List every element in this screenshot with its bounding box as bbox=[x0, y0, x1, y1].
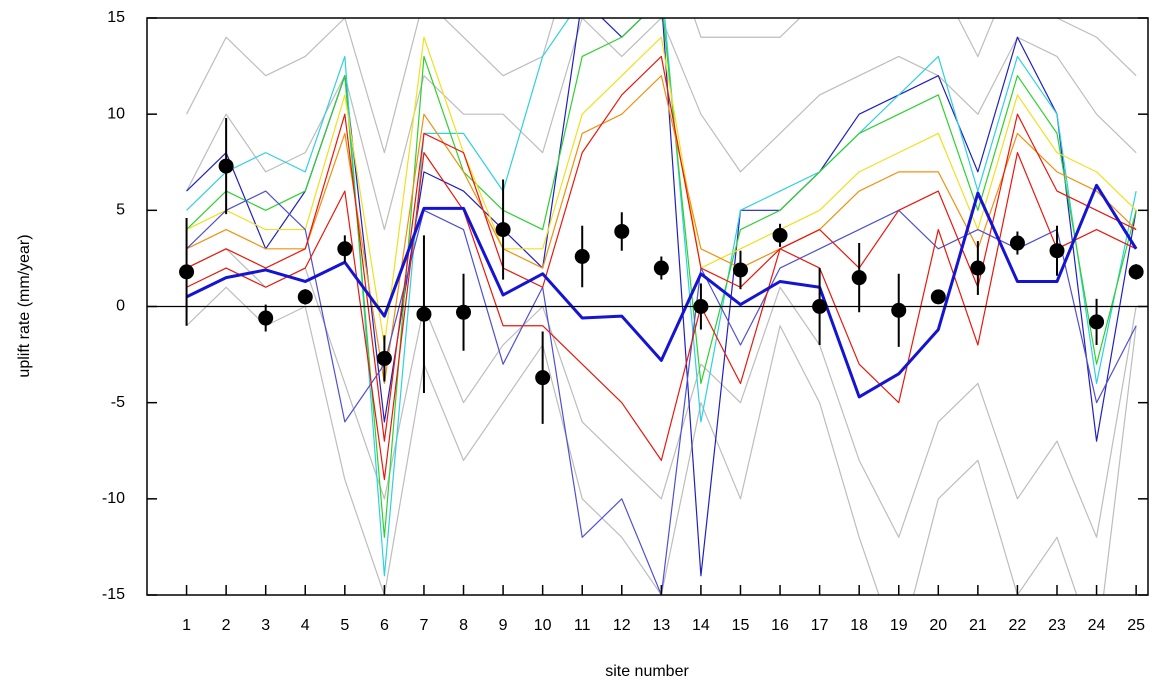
x-tick-label: 8 bbox=[459, 617, 468, 634]
model-line bbox=[186, 18, 1137, 577]
observed-point bbox=[772, 227, 788, 243]
x-tick-label: 19 bbox=[890, 617, 908, 634]
observed-point bbox=[574, 248, 590, 264]
observed-point bbox=[258, 310, 274, 326]
model-line bbox=[186, 248, 1137, 538]
observed-point bbox=[930, 289, 946, 305]
x-tick-label: 7 bbox=[420, 617, 429, 634]
observed-point bbox=[693, 299, 709, 314]
plot-area bbox=[147, 18, 1148, 595]
x-tick-label: 10 bbox=[534, 617, 552, 634]
x-tick-label: 9 bbox=[499, 617, 508, 634]
observed-point bbox=[376, 350, 392, 366]
x-tick-label: 20 bbox=[929, 617, 947, 634]
observed-point bbox=[416, 306, 432, 322]
y-axis-label: uplift rate (mm/year) bbox=[16, 234, 33, 377]
y-tick-label: 5 bbox=[116, 202, 125, 219]
observed-point bbox=[535, 370, 551, 386]
x-tick-label: 12 bbox=[613, 617, 631, 634]
observed-point bbox=[891, 302, 907, 318]
x-tick-label: 18 bbox=[850, 617, 868, 634]
model-line bbox=[186, 18, 1137, 577]
observed-point bbox=[456, 304, 472, 320]
observed-point bbox=[653, 260, 669, 276]
observed-point bbox=[297, 289, 313, 305]
observed-point bbox=[1128, 264, 1144, 280]
y-tick-label: -10 bbox=[102, 490, 125, 507]
observed-point bbox=[337, 241, 353, 257]
y-tick-label: 10 bbox=[107, 105, 125, 122]
x-tick-label: 21 bbox=[969, 617, 987, 634]
x-tick-label: 15 bbox=[732, 617, 750, 634]
model-line bbox=[186, 190, 1137, 595]
observed-point bbox=[1049, 243, 1065, 259]
x-tick-label: 6 bbox=[380, 617, 389, 634]
observed-point bbox=[179, 264, 195, 280]
observed-point bbox=[1089, 314, 1105, 330]
model-line bbox=[186, 18, 1137, 538]
x-tick-label: 17 bbox=[811, 617, 829, 634]
y-tick-label: -5 bbox=[111, 394, 125, 411]
x-tick-label: 4 bbox=[301, 617, 310, 634]
model-line bbox=[186, 286, 1137, 595]
x-tick-label: 13 bbox=[652, 617, 670, 634]
x-tick-label: 2 bbox=[222, 617, 231, 634]
y-tick-label: 15 bbox=[107, 9, 125, 26]
x-tick-label: 23 bbox=[1048, 617, 1066, 634]
observed-point bbox=[732, 262, 748, 278]
y-tick-label: 0 bbox=[116, 298, 125, 315]
x-tick-label: 14 bbox=[692, 617, 710, 634]
model-line bbox=[186, 152, 1137, 481]
x-tick-label: 3 bbox=[261, 617, 270, 634]
x-axis-label: site number bbox=[605, 663, 689, 680]
x-tick-label: 1 bbox=[182, 617, 191, 634]
model-line bbox=[186, 18, 1137, 231]
observed-point bbox=[1009, 235, 1025, 251]
x-tick-label: 16 bbox=[771, 617, 789, 634]
x-tick-label: 5 bbox=[340, 617, 349, 634]
observed-point bbox=[495, 222, 511, 238]
model-line bbox=[186, 18, 1137, 154]
observed-point bbox=[851, 270, 867, 286]
observed-point bbox=[614, 223, 630, 239]
observed-point bbox=[812, 299, 828, 314]
observed-point bbox=[218, 158, 234, 174]
x-tick-label: 11 bbox=[574, 617, 591, 634]
x-tick-label: 22 bbox=[1009, 617, 1027, 634]
observed-point bbox=[970, 260, 986, 276]
x-tick-label: 25 bbox=[1127, 617, 1145, 634]
y-tick-label: -15 bbox=[102, 586, 125, 603]
x-tick-label: 24 bbox=[1088, 617, 1106, 634]
model-line bbox=[186, 55, 1137, 442]
